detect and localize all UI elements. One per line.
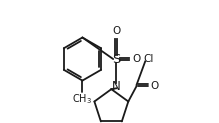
Text: O: O <box>112 26 120 36</box>
Text: O: O <box>132 54 141 64</box>
Text: O: O <box>150 81 159 91</box>
Text: CH$_3$: CH$_3$ <box>72 92 92 106</box>
Text: Cl: Cl <box>144 54 154 64</box>
Text: N: N <box>112 80 121 93</box>
Text: S: S <box>112 53 120 66</box>
